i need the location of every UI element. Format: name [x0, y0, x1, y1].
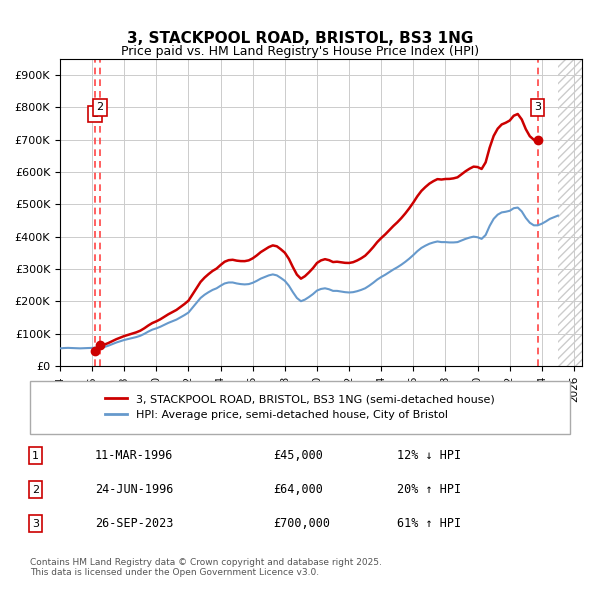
- Text: Price paid vs. HM Land Registry's House Price Index (HPI): Price paid vs. HM Land Registry's House …: [121, 45, 479, 58]
- Text: 61% ↑ HPI: 61% ↑ HPI: [397, 517, 461, 530]
- Text: £45,000: £45,000: [273, 449, 323, 462]
- Text: 1: 1: [32, 451, 39, 461]
- Text: 2: 2: [32, 485, 39, 494]
- Text: 1: 1: [92, 109, 98, 119]
- Text: 3, STACKPOOL ROAD, BRISTOL, BS3 1NG: 3, STACKPOOL ROAD, BRISTOL, BS3 1NG: [127, 31, 473, 46]
- Text: 2: 2: [96, 103, 103, 113]
- Text: Contains HM Land Registry data © Crown copyright and database right 2025.
This d: Contains HM Land Registry data © Crown c…: [30, 558, 382, 577]
- Text: 3: 3: [534, 103, 541, 113]
- Text: 12% ↓ HPI: 12% ↓ HPI: [397, 449, 461, 462]
- Text: £700,000: £700,000: [273, 517, 330, 530]
- Text: 24-JUN-1996: 24-JUN-1996: [95, 483, 173, 496]
- Text: 20% ↑ HPI: 20% ↑ HPI: [397, 483, 461, 496]
- FancyBboxPatch shape: [30, 381, 570, 434]
- Legend: 3, STACKPOOL ROAD, BRISTOL, BS3 1NG (semi-detached house), HPI: Average price, s: 3, STACKPOOL ROAD, BRISTOL, BS3 1NG (sem…: [101, 390, 499, 424]
- Text: 3: 3: [32, 519, 39, 529]
- Text: 26-SEP-2023: 26-SEP-2023: [95, 517, 173, 530]
- Text: 11-MAR-1996: 11-MAR-1996: [95, 449, 173, 462]
- Text: £64,000: £64,000: [273, 483, 323, 496]
